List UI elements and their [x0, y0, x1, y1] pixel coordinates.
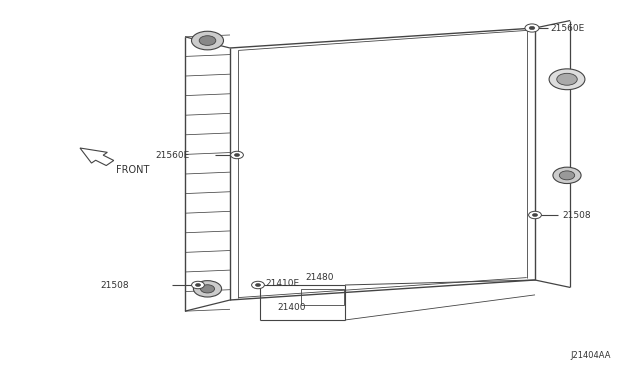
Text: 21400: 21400: [278, 302, 307, 311]
Circle shape: [525, 24, 539, 32]
Circle shape: [230, 151, 243, 159]
Circle shape: [234, 154, 239, 157]
Circle shape: [557, 73, 577, 85]
Text: FRONT: FRONT: [116, 165, 150, 175]
Circle shape: [199, 36, 216, 45]
Circle shape: [193, 280, 221, 297]
Text: 21480: 21480: [305, 273, 333, 282]
Text: 21410E: 21410E: [265, 279, 299, 288]
FancyArrow shape: [80, 148, 114, 166]
Circle shape: [553, 167, 581, 183]
Circle shape: [255, 283, 260, 286]
Circle shape: [191, 31, 223, 50]
Text: 21560E: 21560E: [155, 151, 189, 160]
Circle shape: [529, 211, 541, 219]
Circle shape: [252, 281, 264, 289]
Text: 21508: 21508: [100, 280, 129, 289]
Text: 21508: 21508: [562, 211, 591, 219]
Circle shape: [529, 26, 535, 30]
Circle shape: [549, 69, 585, 90]
Circle shape: [191, 281, 204, 289]
Circle shape: [559, 171, 575, 180]
Text: J21404AA: J21404AA: [570, 350, 611, 359]
Circle shape: [200, 285, 214, 293]
Text: 21560E: 21560E: [550, 23, 584, 32]
Circle shape: [195, 283, 200, 286]
Circle shape: [532, 214, 538, 217]
